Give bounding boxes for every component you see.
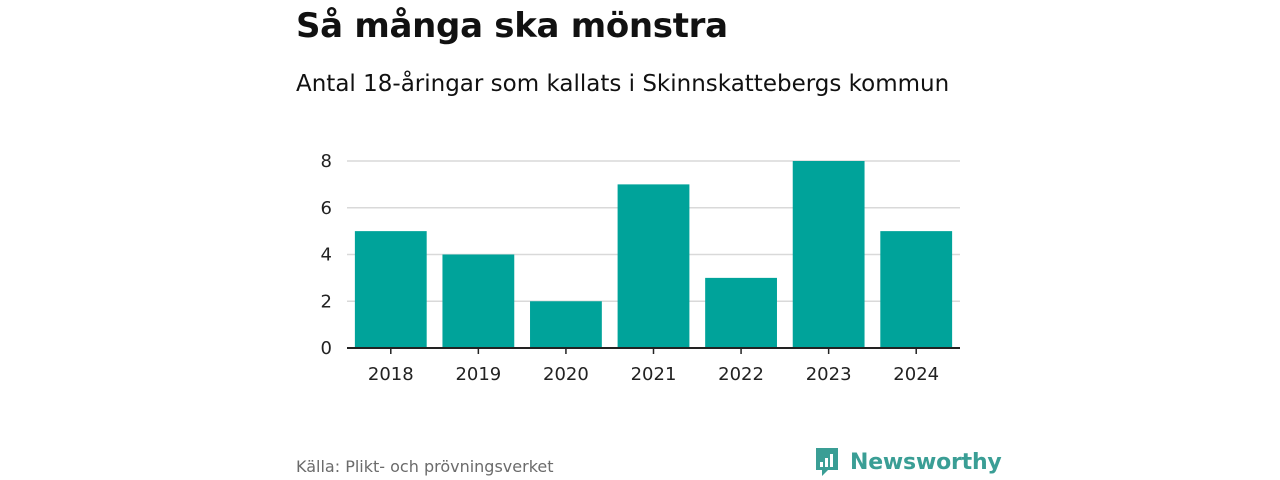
x-tick-label: 2023 xyxy=(806,364,852,385)
y-tick-label: 0 xyxy=(321,338,332,359)
x-tick-label: 2024 xyxy=(893,364,939,385)
x-tick-label: 2020 xyxy=(543,364,589,385)
y-axis: 0 2 4 6 8 xyxy=(321,151,332,359)
bar-2021 xyxy=(617,184,690,348)
y-tick-label: 8 xyxy=(321,151,332,172)
chart-title: Så många ska mönstra xyxy=(296,6,728,46)
bar-2020 xyxy=(530,301,602,348)
source-note: Källa: Plikt- och prövningsverket xyxy=(296,457,554,476)
x-tick-label: 2019 xyxy=(455,364,501,385)
brand-logo: Newsworthy xyxy=(814,446,1002,478)
bars xyxy=(354,161,953,348)
newsworthy-logo-icon xyxy=(816,448,838,476)
y-tick-label: 2 xyxy=(321,291,332,312)
bar-2018 xyxy=(354,231,427,348)
y-tick-label: 4 xyxy=(321,245,332,266)
x-tick-label: 2018 xyxy=(368,364,414,385)
chart-subtitle: Antal 18-åringar som kallats i Skinnskat… xyxy=(296,71,950,97)
bar-2023 xyxy=(792,161,865,348)
x-tick-label: 2022 xyxy=(718,364,764,385)
y-tick-label: 6 xyxy=(321,198,332,219)
x-axis: 2018 2019 2020 2021 2022 2023 2024 xyxy=(347,347,960,385)
bar-2022 xyxy=(705,277,777,348)
brand-name: Newsworthy xyxy=(850,449,1002,475)
bar-2019 xyxy=(442,254,515,348)
bar-2024 xyxy=(880,231,953,348)
x-tick-label: 2021 xyxy=(631,364,677,385)
bar-chart: 0 2 4 6 8 2018 2019 2020 2021 2022 2023 2024 xyxy=(321,151,960,385)
